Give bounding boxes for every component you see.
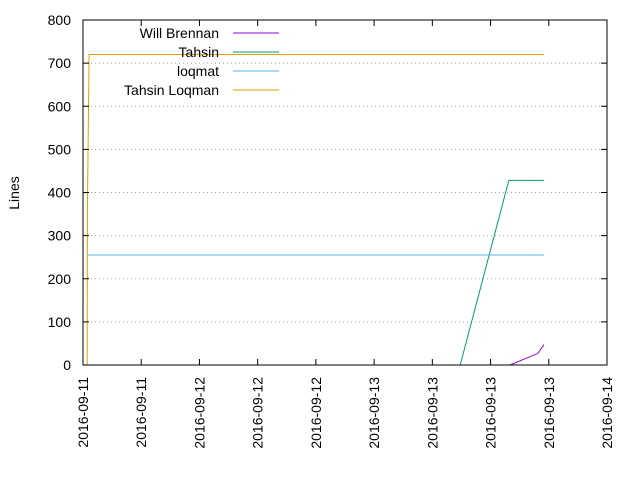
y-tick-label: 700 (48, 55, 72, 71)
x-tick-label: 2016-09-13 (483, 377, 499, 449)
y-tick-label: 300 (48, 228, 72, 244)
plot-frame (82, 19, 608, 366)
y-axis-ticks: 0 100 200 300 400 500 600 700 800 (48, 12, 607, 373)
x-tick-label: 2016-09-12 (191, 377, 207, 449)
series-lines (86, 54, 545, 366)
legend-label: loqmat (177, 63, 219, 79)
legend: Will Brennan Tahsin loqmat Tahsin Loqman (124, 25, 279, 98)
x-tick-label: 2016-09-11 (75, 377, 91, 448)
x-tick-label: 2016-09-12 (308, 377, 324, 449)
series-line-will-brennan (272, 344, 545, 366)
y-tick-label: 100 (48, 314, 72, 330)
x-axis-ticks: 2016-09-11 2016-09-11 2016-09-12 2016-09-12… (75, 20, 615, 449)
y-tick-label: 500 (48, 141, 72, 157)
y-tick-label: 200 (48, 271, 72, 287)
legend-label: Tahsin Loqman (124, 82, 219, 98)
y-axis-label: Lines (6, 176, 22, 209)
x-tick-label: 2016-09-13 (366, 377, 382, 449)
x-tick-label: 2016-09-14 (599, 377, 615, 449)
y-tick-label: 0 (63, 357, 71, 373)
series-line-tahsin-loqman (86, 54, 544, 366)
x-tick-label: 2016-09-11 (133, 377, 149, 448)
y-tick-label: 600 (48, 98, 72, 114)
legend-label: Tahsin (179, 44, 219, 60)
legend-label: Will Brennan (140, 25, 219, 41)
y-tick-label: 400 (48, 185, 72, 201)
x-tick-label: 2016-09-13 (541, 377, 557, 449)
x-tick-label: 2016-09-13 (424, 377, 440, 449)
series-line-tahsin (272, 179, 544, 366)
x-tick-label: 2016-09-12 (250, 377, 266, 449)
grid-lines (83, 62, 607, 323)
y-tick-label: 800 (48, 12, 72, 28)
